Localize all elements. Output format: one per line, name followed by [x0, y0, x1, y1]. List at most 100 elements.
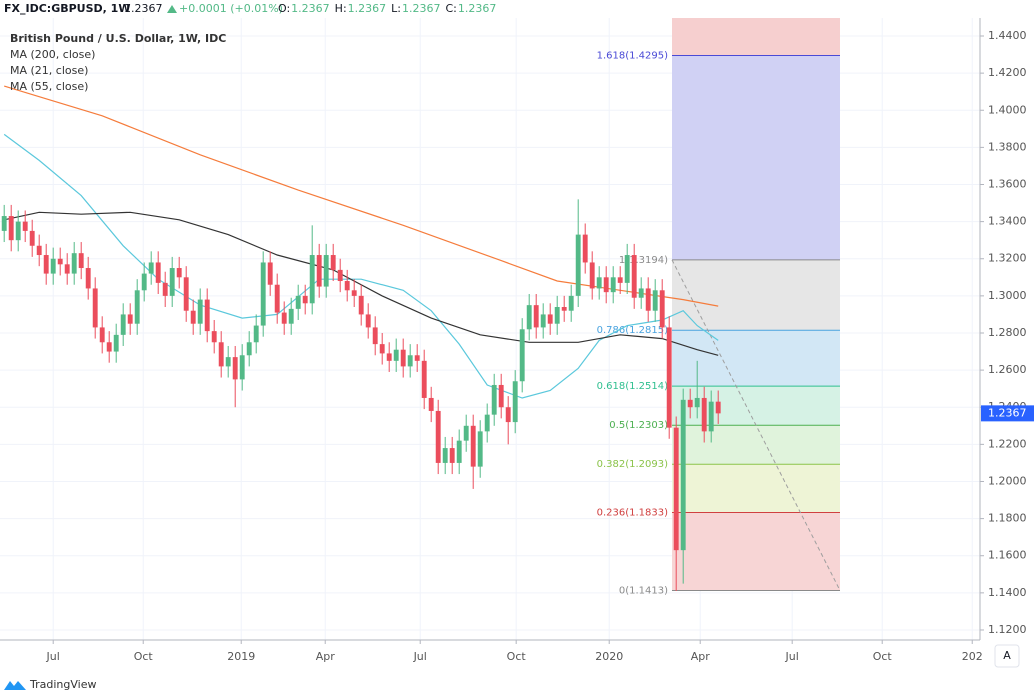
- candle-body: [568, 295, 574, 311]
- candle-body: [631, 255, 637, 298]
- y-tick-label: 1.1800: [988, 512, 1027, 525]
- up-arrow: [167, 5, 177, 13]
- candle-body: [274, 284, 280, 313]
- candle-body: [547, 314, 553, 324]
- candle-body: [372, 327, 378, 345]
- candle-body: [57, 258, 63, 265]
- candle-body: [302, 295, 308, 304]
- candle-body: [43, 255, 49, 274]
- y-tick-label: 1.2800: [988, 326, 1027, 339]
- candle-body: [141, 273, 147, 291]
- candle-body: [694, 397, 700, 408]
- ohlc-value: 1.2367: [458, 2, 497, 15]
- fib-label: 1(1.3194): [619, 255, 668, 266]
- price-tag-label: 1.2367: [988, 406, 1027, 419]
- fib-band: [672, 330, 840, 387]
- fib-label: 1.618(1.4295): [597, 50, 669, 61]
- candle-body: [428, 397, 434, 411]
- candle-body: [253, 325, 259, 343]
- fib-label: 0.5(1.2303): [609, 420, 668, 431]
- candle-body: [225, 357, 231, 367]
- candle-body: [15, 221, 21, 241]
- auto-button[interactable]: A: [994, 644, 1020, 668]
- candle-body: [78, 253, 84, 269]
- candle-body: [596, 277, 602, 289]
- y-tick-label: 1.3200: [988, 252, 1027, 265]
- candle-body: [92, 288, 98, 328]
- y-tick-label: 1.2600: [988, 363, 1027, 376]
- fib-label: 0.382(1.2093): [597, 459, 669, 470]
- candle-body: [36, 245, 42, 256]
- candle-body: [211, 331, 217, 343]
- candle-body: [701, 397, 707, 432]
- auto-button-box[interactable]: [994, 644, 1020, 668]
- candle-body: [554, 307, 560, 324]
- moving-average: [4, 211, 719, 356]
- candle-body: [176, 268, 182, 278]
- candle-body: [246, 342, 252, 356]
- candle-body: [106, 342, 112, 352]
- candle-body: [582, 234, 588, 263]
- fib-label: 0.786(1.2815): [597, 325, 669, 336]
- candle-body: [687, 399, 693, 408]
- candle-body: [281, 312, 287, 324]
- candle-body: [267, 262, 273, 285]
- candle-body: [113, 334, 119, 352]
- candle-body: [239, 355, 245, 380]
- candle-body: [673, 427, 679, 551]
- x-tick-label: 2019: [227, 650, 255, 663]
- footer: TradingView: [4, 678, 96, 691]
- candle-body: [22, 221, 28, 231]
- candle-body: [337, 269, 343, 282]
- candle-body: [323, 255, 329, 287]
- ohlc-value: 1.2367: [348, 2, 387, 15]
- ohlc-label: L:: [391, 2, 401, 15]
- y-tick-label: 1.1600: [988, 549, 1027, 562]
- candle-body: [127, 314, 133, 324]
- candle-body: [400, 349, 406, 367]
- candle-body: [603, 277, 609, 293]
- y-tick-label: 1.2000: [988, 474, 1027, 487]
- fib-band: [672, 464, 840, 513]
- candle-body: [50, 258, 56, 274]
- legend-item: MA (200, close): [10, 48, 95, 61]
- candle-body: [204, 299, 210, 332]
- candle-body: [533, 305, 539, 328]
- candle-body: [288, 308, 294, 324]
- symbol: FX_IDC:GBPUSD, 1W: [4, 2, 130, 15]
- x-tick-label: Oct: [873, 650, 893, 663]
- change: +0.0001 (+0.01%): [179, 2, 283, 15]
- candle-body: [295, 295, 301, 309]
- moving-average: [3, 133, 719, 399]
- moving-average: [4, 85, 719, 307]
- trend-line: [671, 259, 841, 591]
- auto-button-label[interactable]: A: [1003, 649, 1011, 662]
- legend: British Pound / U.S. Dollar, 1W, IDC MA …: [10, 32, 226, 93]
- candle-body: [232, 357, 238, 380]
- candle-body: [162, 282, 168, 296]
- candle-body: [680, 399, 686, 551]
- ohlc-value: 1.2367: [291, 2, 330, 15]
- candle-body: [715, 401, 721, 414]
- x-tick-label: Jul: [413, 650, 427, 663]
- fib-label: 0.236(1.1833): [597, 507, 669, 518]
- candle-body: [463, 425, 469, 441]
- price-tag: [981, 405, 1034, 422]
- candle-body: [330, 255, 336, 270]
- fib-label: 0(1.1413): [619, 585, 668, 596]
- candle-body: [491, 384, 497, 415]
- fib-band: [672, 425, 840, 465]
- brand: TradingView: [29, 678, 96, 691]
- x-tick-label: Apr: [691, 650, 711, 663]
- fib-band: [672, 18, 840, 56]
- candle-body: [351, 290, 357, 296]
- candle-body: [134, 290, 140, 324]
- x-tick-label: Apr: [316, 650, 336, 663]
- legend-item: MA (55, close): [10, 80, 88, 93]
- candle-body: [71, 253, 77, 274]
- candle-body: [85, 268, 91, 289]
- moving-averages: [3, 85, 719, 399]
- x-tick-label: Jul: [46, 650, 60, 663]
- candle-body: [624, 255, 630, 283]
- candle-body: [358, 295, 364, 315]
